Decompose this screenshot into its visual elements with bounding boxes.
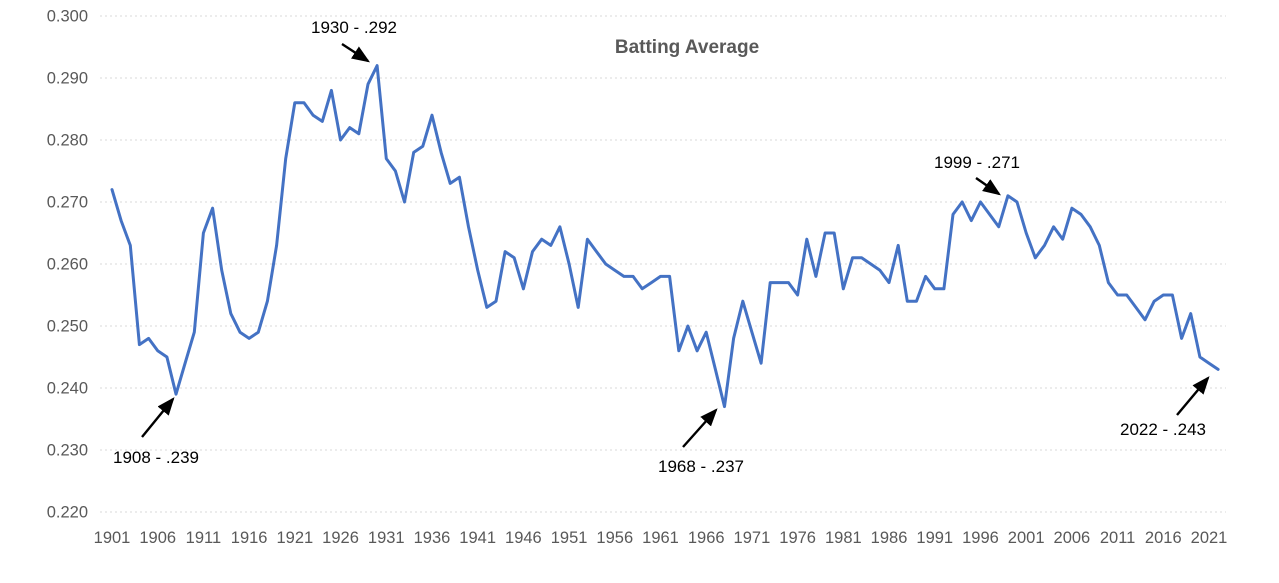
- chart-title: Batting Average: [614, 37, 760, 58]
- annotation-arrow: [682, 408, 718, 448]
- x-axis-tick-label: 1931: [368, 529, 405, 547]
- x-axis-tick-label: 2011: [1100, 529, 1135, 547]
- x-axis-tick-label: 1936: [414, 529, 451, 547]
- x-axis-tick-label: 1901: [94, 529, 131, 547]
- annotation-arrow: [341, 42, 371, 63]
- y-axis-tick-label: 0.290: [47, 70, 88, 88]
- y-axis-tick-label: 0.280: [47, 132, 88, 150]
- x-axis-tick-label: 1961: [642, 529, 679, 547]
- y-axis-tick-label: 0.240: [47, 380, 88, 398]
- x-axis-tick-label: 1981: [825, 529, 862, 547]
- x-axis-tick-label: 1996: [962, 529, 999, 547]
- x-axis-tick-label: 1991: [916, 529, 953, 547]
- annotation-arrow: [975, 177, 1001, 196]
- x-axis-tick-label: 1956: [596, 529, 633, 547]
- annotation-1999: 1999 - .271: [933, 153, 1021, 172]
- annotation-2022: 2022 - .243: [1119, 420, 1207, 439]
- y-axis-tick-label: 0.220: [47, 504, 88, 522]
- x-axis-tick-label: 1986: [871, 529, 908, 547]
- x-axis-tick-label: 1916: [231, 529, 268, 547]
- annotation-arrow: [1176, 376, 1210, 416]
- y-axis-tick-label: 0.300: [47, 8, 88, 26]
- x-axis-tick-label: 2021: [1191, 529, 1228, 547]
- x-axis-tick-label: 1926: [322, 529, 359, 547]
- x-axis-tick-label: 1921: [276, 529, 313, 547]
- y-axis-tick-label: 0.230: [47, 442, 88, 460]
- x-axis-tick-label: 1911: [186, 529, 221, 547]
- x-axis-tick-label: 1941: [459, 529, 496, 547]
- annotation-1930: 1930 - .292: [310, 18, 398, 37]
- x-axis-tick-label: 1951: [551, 529, 588, 547]
- y-axis-tick-label: 0.270: [47, 194, 88, 212]
- y-axis-tick-label: 0.260: [47, 256, 88, 274]
- annotation-arrow: [141, 397, 175, 438]
- annotation-1968: 1968 - .237: [657, 457, 745, 476]
- x-axis-tick-label: 1946: [505, 529, 542, 547]
- batting-average-line: [110, 64, 1220, 409]
- x-axis-tick-label: 1906: [139, 529, 176, 547]
- x-axis-tick-label: 2006: [1054, 529, 1091, 547]
- annotation-1908: 1908 - .239: [112, 448, 200, 467]
- x-axis-tick-label: 1976: [779, 529, 816, 547]
- x-axis-tick-label: 2016: [1145, 529, 1182, 547]
- x-axis-tick-label: 1966: [688, 529, 725, 547]
- x-axis-tick-label: 1971: [734, 529, 771, 547]
- x-axis-tick-label: 2001: [1008, 529, 1045, 547]
- y-axis-tick-label: 0.250: [47, 318, 88, 336]
